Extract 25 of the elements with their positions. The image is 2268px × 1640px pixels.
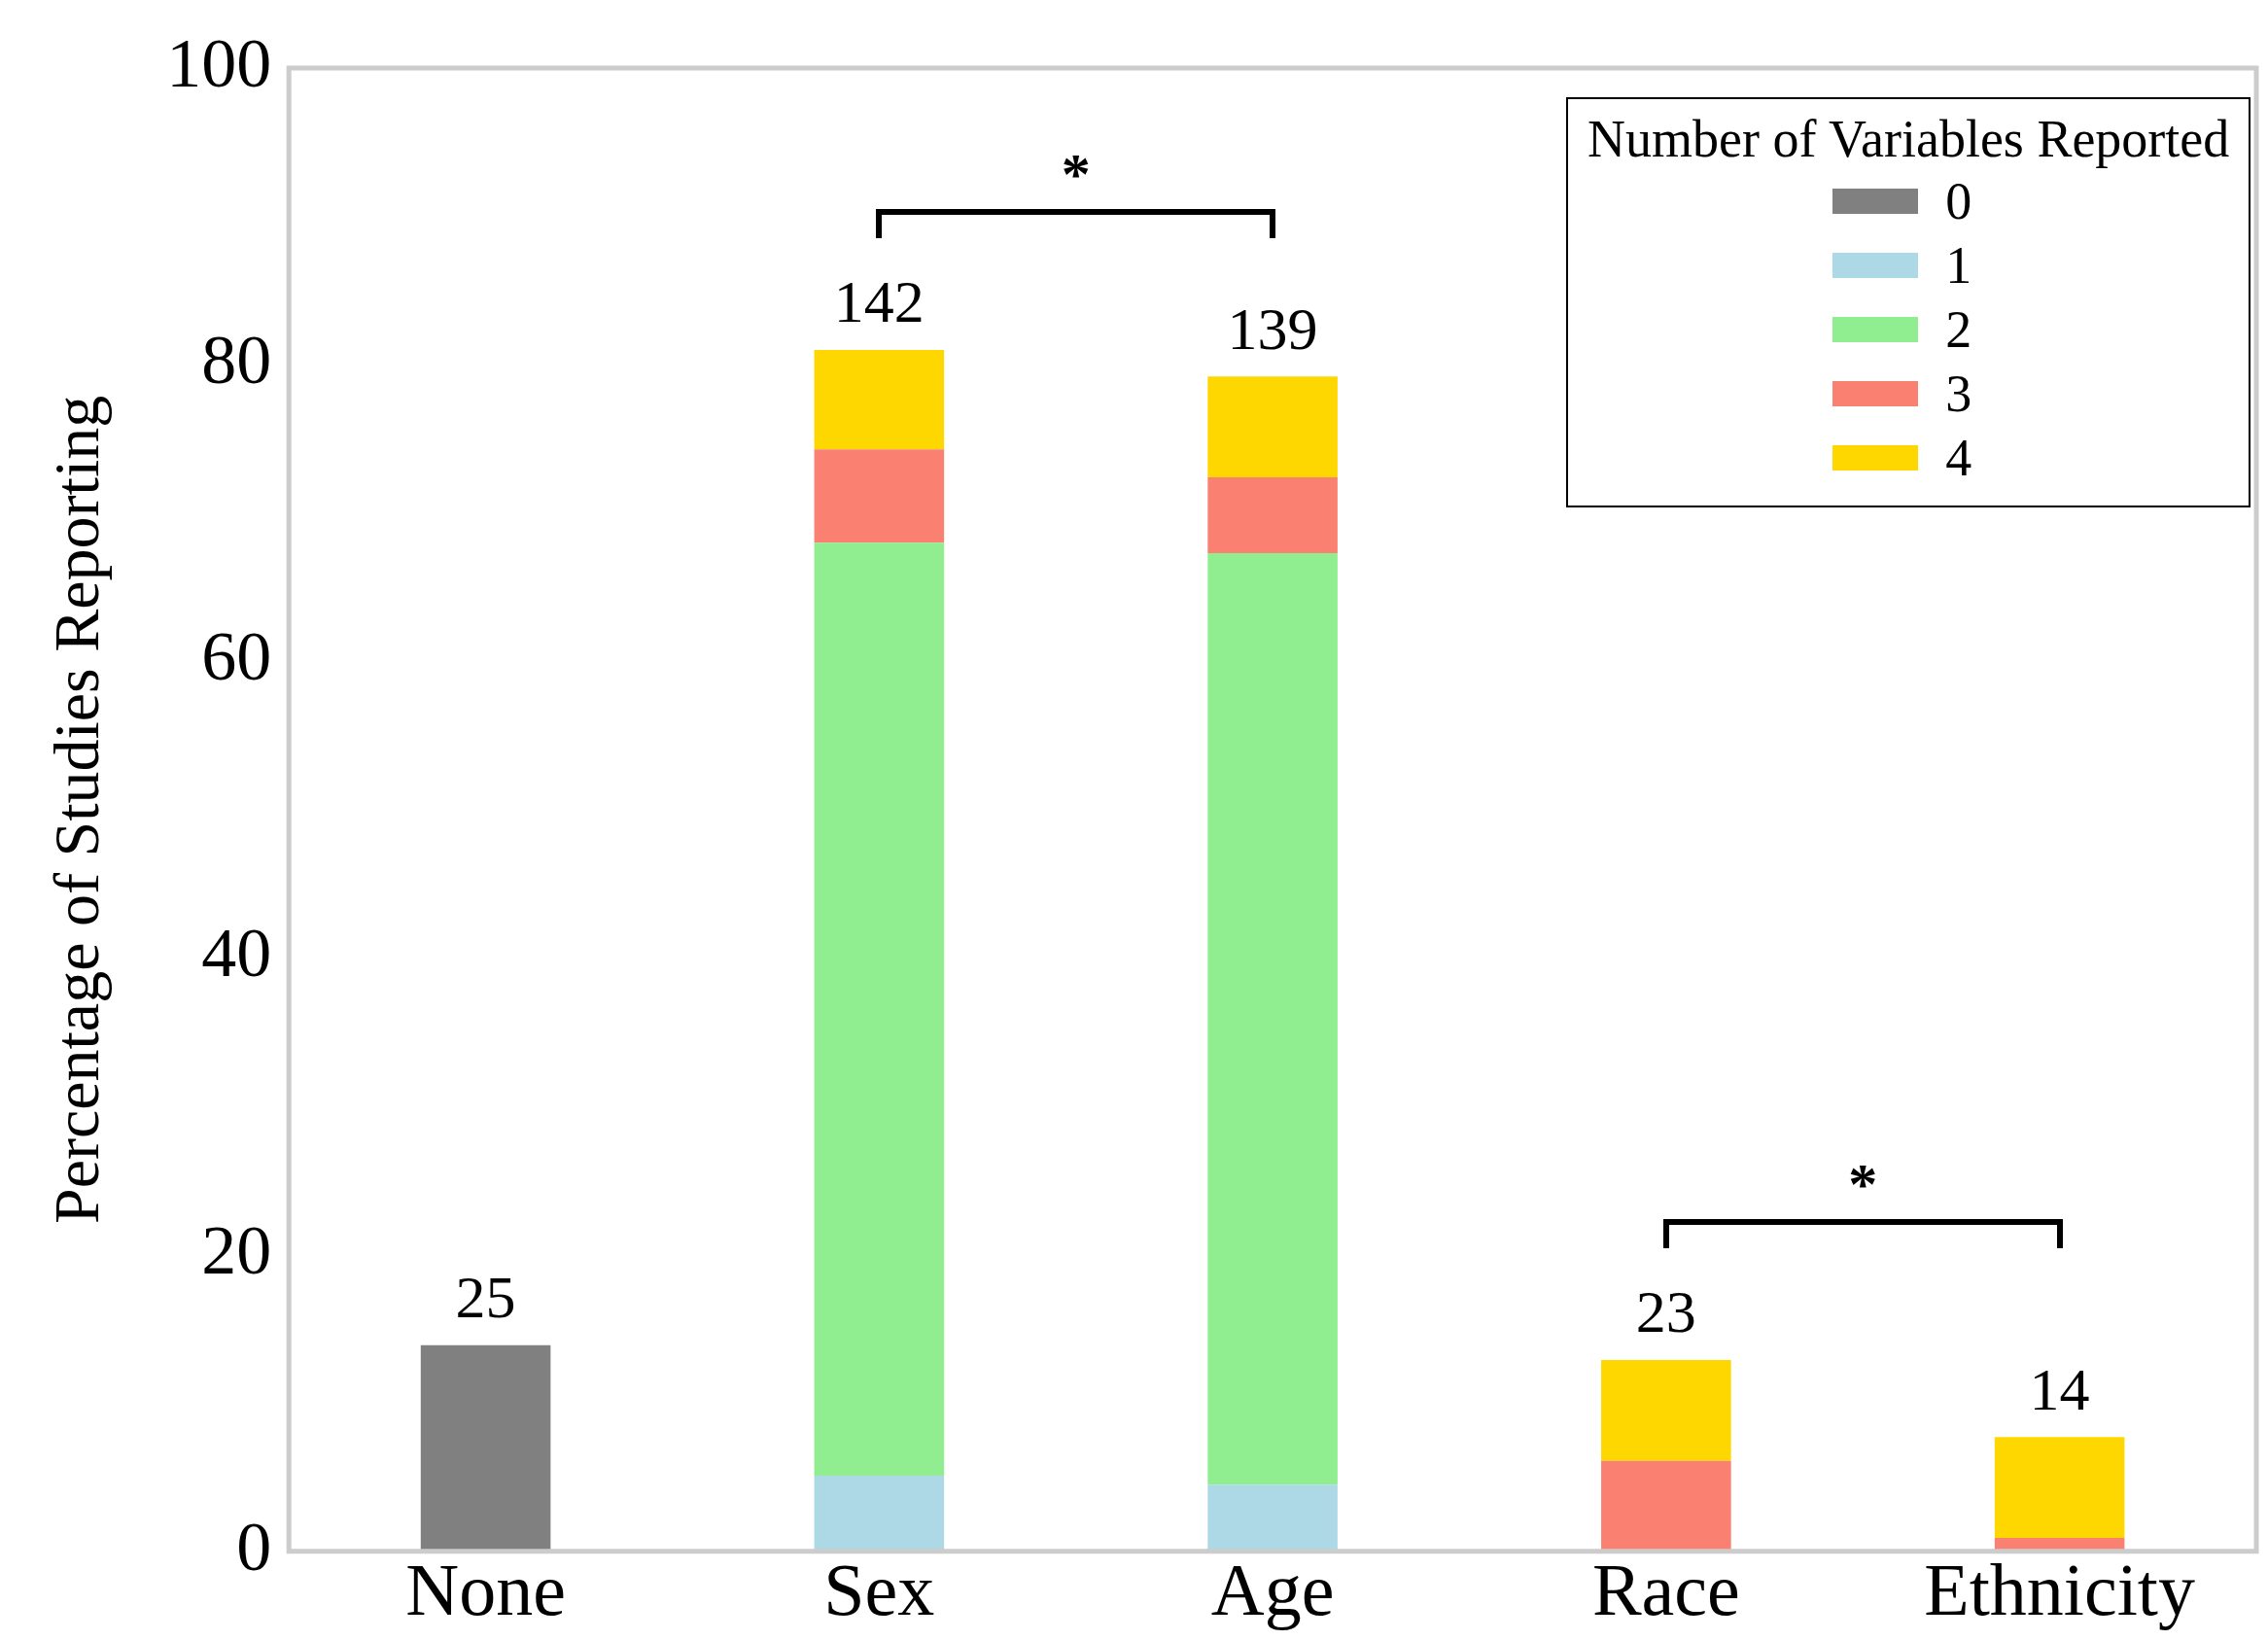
y-tick-label: 40 bbox=[201, 914, 272, 993]
legend-label: 3 bbox=[1945, 364, 1973, 425]
y-axis-title: Percentage of Studies Reporting bbox=[40, 395, 112, 1225]
annotation: 14 bbox=[2029, 1355, 2090, 1422]
y-tick-label: 100 bbox=[166, 23, 272, 102]
y-tick-label: 80 bbox=[201, 321, 272, 400]
annotation: * bbox=[1061, 140, 1091, 208]
x-tick-label: Sex bbox=[823, 1549, 935, 1631]
legend-label: 2 bbox=[1945, 299, 1973, 361]
legend-title: Number of Variables Reported bbox=[1588, 109, 2230, 169]
y-tick-label: 20 bbox=[201, 1210, 272, 1289]
x-tick-label: Ethnicity bbox=[1924, 1549, 2195, 1631]
x-tick-label: Race bbox=[1591, 1549, 1740, 1631]
annotation: 25 bbox=[455, 1263, 516, 1330]
annotation: * bbox=[1848, 1150, 1878, 1218]
x-tick-label: None bbox=[405, 1549, 566, 1631]
legend-label: 1 bbox=[1945, 235, 1973, 297]
annotation: 142 bbox=[833, 268, 925, 335]
y-tick-label: 0 bbox=[236, 1507, 272, 1586]
legend-label: 4 bbox=[1945, 428, 1973, 489]
x-tick-label: Age bbox=[1210, 1549, 1335, 1631]
y-tick-label: 60 bbox=[201, 617, 272, 696]
annotation: 23 bbox=[1635, 1278, 1696, 1345]
annotation: 139 bbox=[1227, 295, 1318, 362]
legend-label: 0 bbox=[1945, 171, 1973, 232]
